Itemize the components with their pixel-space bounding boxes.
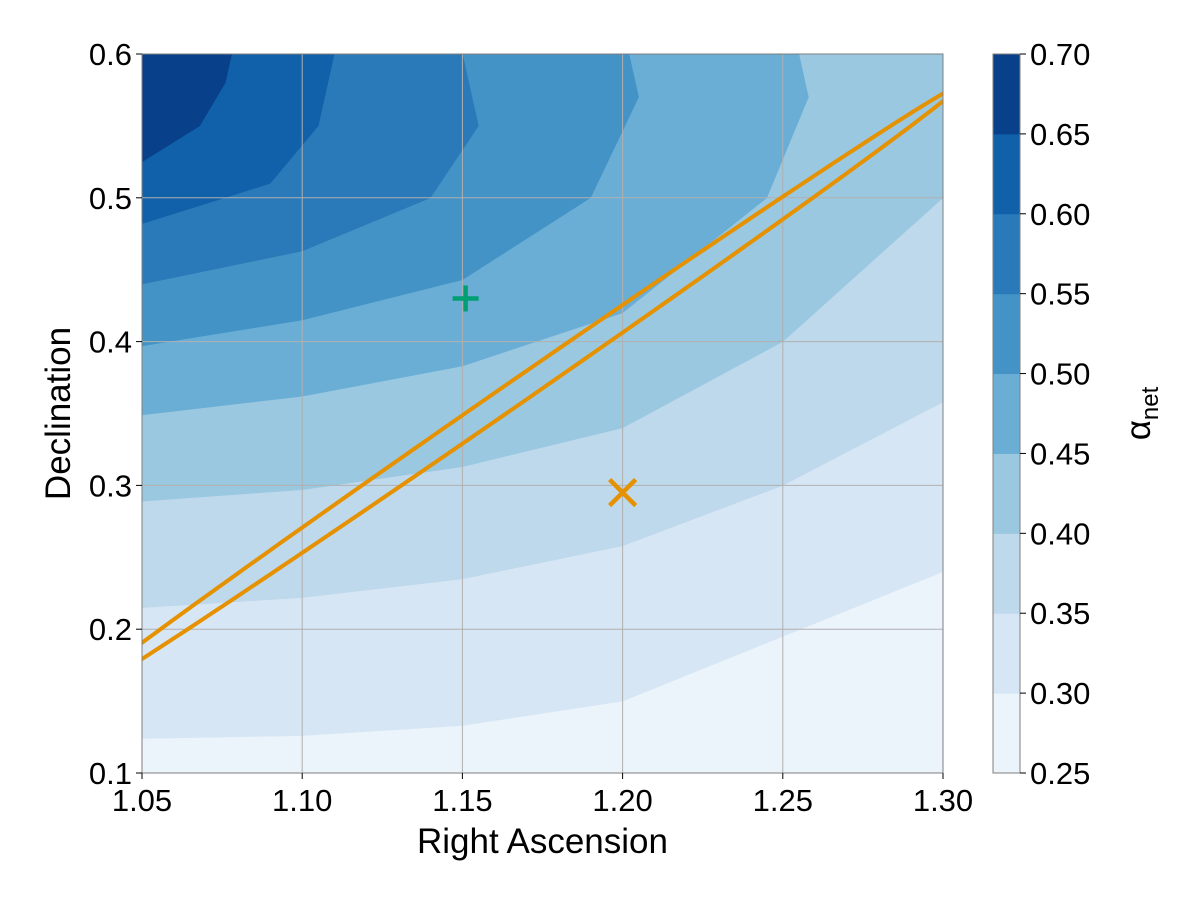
colorbar-segment	[993, 613, 1020, 694]
error-ellipse	[142, 91, 943, 662]
y-tick-label: 0.5	[89, 181, 132, 216]
x-tick-label: 1.30	[913, 783, 973, 818]
colorbar-label: αnet	[1119, 386, 1164, 440]
colorbar-tick-label: 0.70	[1030, 37, 1090, 72]
axes: 1.05 1.10 1.15 1.20 1.25 1.30 0.1 0.2 0.3 0.4 0.5 0…	[89, 37, 973, 818]
colorbar-tick-label: 0.50	[1030, 357, 1090, 392]
colorbar-segment	[993, 293, 1020, 375]
x-tick-label: 1.25	[753, 783, 813, 818]
x-tick-label: 1.20	[592, 783, 652, 818]
plus-marker	[452, 285, 479, 312]
colorbar-segment	[993, 133, 1020, 215]
colorbar-tick-label: 0.40	[1030, 516, 1090, 551]
x-axis-label: Right Ascension	[417, 822, 668, 861]
colorbar-tick-label: 0.35	[1030, 596, 1090, 631]
x-tick-label: 1.15	[432, 783, 492, 818]
colorbar-segment	[993, 54, 1020, 135]
x-tick-label: 1.05	[112, 783, 172, 818]
colorbar-segment	[993, 453, 1020, 534]
colorbar-tick-label: 0.55	[1030, 277, 1090, 312]
colorbar-segment	[993, 693, 1020, 774]
colorbar-segment	[993, 213, 1020, 295]
y-tick-label: 0.4	[89, 325, 132, 360]
marker-stroke	[608, 477, 638, 508]
colorbar-tick-label: 0.65	[1030, 117, 1090, 152]
y-tick-label: 0.1	[89, 756, 132, 791]
y-tick-label: 0.6	[89, 37, 132, 72]
colorbar-tick-label: 0.25	[1030, 756, 1090, 791]
colorbar: 0.25 0.30 0.35 0.40 0.45 0.50 0.55 0.60 0.65 0.70	[992, 37, 1090, 791]
plot-frame	[141, 53, 944, 774]
colorbar-label-main: α	[1119, 420, 1158, 440]
contour-band-8	[142, 54, 232, 163]
contour-fills	[142, 54, 943, 773]
colorbar-segment	[993, 533, 1020, 614]
x-tick-label: 1.10	[272, 783, 332, 818]
colorbar-tick-label: 0.30	[1030, 676, 1090, 711]
colorbar-segment	[993, 373, 1020, 454]
colorbar-label-sub: net	[1137, 386, 1164, 420]
y-tick-label: 0.2	[89, 612, 132, 647]
cross-marker	[608, 477, 638, 508]
colorbar-frame	[992, 53, 1021, 774]
grid	[142, 54, 943, 773]
plot-area	[142, 54, 943, 773]
y-tick-label: 0.3	[89, 468, 132, 503]
colorbar-tick-label: 0.45	[1030, 436, 1090, 471]
y-axis-label: Declination	[39, 327, 78, 500]
colorbar-tick-label: 0.60	[1030, 197, 1090, 232]
